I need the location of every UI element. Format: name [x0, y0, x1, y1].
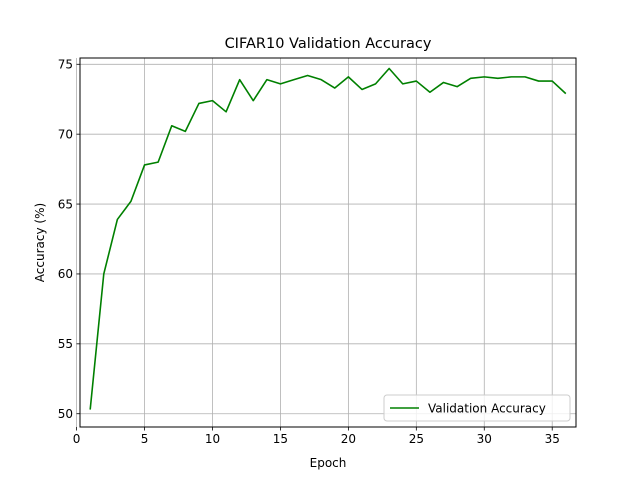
y-tick-label: 55: [58, 337, 73, 351]
series-layer: [89, 67, 567, 410]
x-tick-label: 15: [273, 432, 288, 446]
chart-title: CIFAR10 Validation Accuracy: [225, 36, 432, 52]
x-tick-label: 5: [141, 432, 149, 446]
y-tick-label: 70: [58, 127, 73, 141]
series-line: [89, 67, 567, 410]
plot-frame: [79, 57, 577, 428]
x-tick-label: 25: [409, 432, 424, 446]
y-tick-label: 65: [58, 197, 73, 211]
x-tick-label: 0: [73, 432, 81, 446]
x-tick-label: 20: [341, 432, 356, 446]
y-axis-label: Accuracy (%): [33, 203, 47, 282]
axis-ticks: 0 5 10 15 20 25 30 35 50 55 60 65 70 75: [58, 58, 560, 446]
legend-label: Validation Accuracy: [428, 401, 546, 415]
y-tick-label: 60: [58, 267, 73, 281]
legend: Validation Accuracy: [383, 394, 571, 422]
y-tick-label: 75: [58, 58, 73, 72]
x-tick-label: 35: [545, 432, 560, 446]
x-tick-label: 30: [477, 432, 492, 446]
y-tick-label: 50: [58, 407, 73, 421]
x-axis-label: Epoch: [310, 456, 347, 470]
grid-lines: [76, 58, 576, 427]
legend-box: [383, 394, 571, 422]
x-tick-label: 10: [205, 432, 220, 446]
